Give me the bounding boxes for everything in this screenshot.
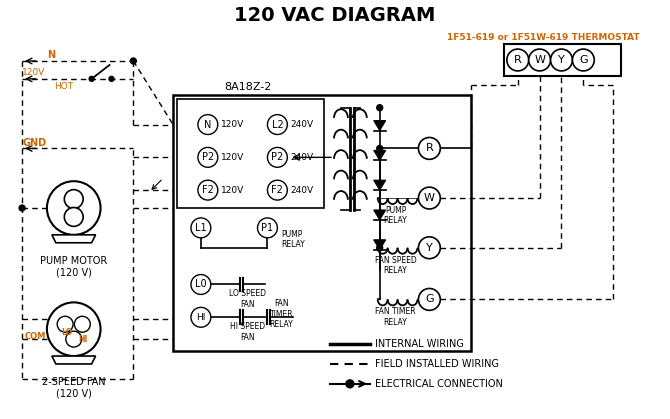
- Text: N: N: [47, 50, 55, 60]
- Polygon shape: [374, 210, 386, 220]
- Text: R: R: [425, 143, 433, 153]
- Circle shape: [47, 303, 100, 356]
- Text: HI: HI: [78, 335, 87, 344]
- Text: 120 VAC DIAGRAM: 120 VAC DIAGRAM: [234, 6, 436, 25]
- Text: LO: LO: [61, 328, 72, 337]
- Text: 120V: 120V: [220, 120, 244, 129]
- Text: L2: L2: [271, 119, 283, 129]
- Text: PUMP
RELAY: PUMP RELAY: [384, 206, 407, 225]
- Circle shape: [551, 49, 572, 71]
- Text: 240V: 240V: [290, 153, 314, 162]
- Bar: [177, 99, 324, 208]
- Circle shape: [377, 145, 383, 151]
- Circle shape: [64, 207, 83, 226]
- Text: GND: GND: [22, 138, 46, 148]
- Text: R: R: [514, 55, 522, 65]
- Circle shape: [419, 187, 440, 209]
- Text: 8A18Z-2: 8A18Z-2: [224, 82, 271, 92]
- Circle shape: [57, 316, 73, 332]
- Circle shape: [191, 274, 211, 295]
- Polygon shape: [374, 240, 386, 250]
- Circle shape: [198, 115, 218, 134]
- Polygon shape: [52, 356, 96, 364]
- Text: HOT: HOT: [54, 82, 73, 91]
- Text: 240V: 240V: [290, 186, 314, 195]
- Circle shape: [74, 316, 90, 332]
- Text: HI SPEED
FAN: HI SPEED FAN: [230, 322, 265, 341]
- Text: P2: P2: [271, 153, 283, 162]
- Polygon shape: [374, 150, 386, 160]
- Circle shape: [198, 180, 218, 200]
- Text: ELECTRICAL CONNECTION: ELECTRICAL CONNECTION: [375, 379, 502, 389]
- Circle shape: [257, 218, 277, 238]
- Text: Y: Y: [426, 243, 433, 253]
- Text: FAN
TIMER
RELAY: FAN TIMER RELAY: [269, 300, 293, 329]
- Text: FIELD INSTALLED WIRING: FIELD INSTALLED WIRING: [375, 359, 498, 369]
- Text: COM: COM: [25, 332, 46, 341]
- Text: W: W: [424, 193, 435, 203]
- Circle shape: [191, 218, 211, 238]
- Circle shape: [191, 308, 211, 327]
- Text: F2: F2: [202, 185, 214, 195]
- Circle shape: [572, 49, 594, 71]
- Text: FAN SPEED
RELAY: FAN SPEED RELAY: [375, 256, 417, 275]
- Circle shape: [19, 205, 25, 211]
- Text: L0: L0: [195, 279, 207, 290]
- Text: W: W: [534, 55, 545, 65]
- Circle shape: [47, 181, 100, 235]
- Circle shape: [267, 180, 287, 200]
- Text: 2-SPEED FAN
(120 V): 2-SPEED FAN (120 V): [42, 377, 106, 398]
- Circle shape: [89, 76, 94, 81]
- Text: Y: Y: [558, 55, 565, 65]
- Circle shape: [64, 190, 83, 209]
- Text: 120V: 120V: [220, 153, 244, 162]
- Polygon shape: [52, 235, 96, 243]
- Circle shape: [109, 76, 114, 81]
- Text: 1F51-619 or 1F51W-619 THERMOSTAT: 1F51-619 or 1F51W-619 THERMOSTAT: [448, 33, 640, 41]
- Circle shape: [198, 147, 218, 167]
- Circle shape: [419, 137, 440, 159]
- Text: LO SPEED
FAN: LO SPEED FAN: [229, 290, 266, 309]
- Text: P1: P1: [261, 223, 273, 233]
- Circle shape: [346, 380, 354, 388]
- Bar: [173, 95, 471, 351]
- Circle shape: [419, 237, 440, 259]
- Text: N: N: [204, 119, 212, 129]
- Circle shape: [377, 105, 383, 111]
- Circle shape: [267, 115, 287, 134]
- Polygon shape: [374, 121, 386, 131]
- Text: 120V: 120V: [220, 186, 244, 195]
- Text: 120V: 120V: [22, 68, 46, 78]
- Text: INTERNAL WIRING: INTERNAL WIRING: [375, 339, 464, 349]
- Text: G: G: [425, 295, 433, 304]
- Text: F2: F2: [271, 185, 283, 195]
- Circle shape: [267, 147, 287, 167]
- Text: P2: P2: [202, 153, 214, 162]
- Circle shape: [529, 49, 551, 71]
- Text: 240V: 240V: [290, 120, 314, 129]
- Text: PUMP MOTOR
(120 V): PUMP MOTOR (120 V): [40, 256, 107, 277]
- Text: L1: L1: [195, 223, 207, 233]
- Circle shape: [66, 331, 82, 347]
- Circle shape: [419, 288, 440, 310]
- Text: PUMP
RELAY: PUMP RELAY: [281, 230, 305, 249]
- Circle shape: [377, 245, 383, 251]
- Polygon shape: [374, 180, 386, 190]
- Bar: [504, 44, 621, 76]
- Text: FAN TIMER
RELAY: FAN TIMER RELAY: [375, 308, 416, 327]
- Text: HI: HI: [196, 313, 206, 322]
- Circle shape: [507, 49, 529, 71]
- Text: G: G: [579, 55, 588, 65]
- Circle shape: [131, 58, 136, 64]
